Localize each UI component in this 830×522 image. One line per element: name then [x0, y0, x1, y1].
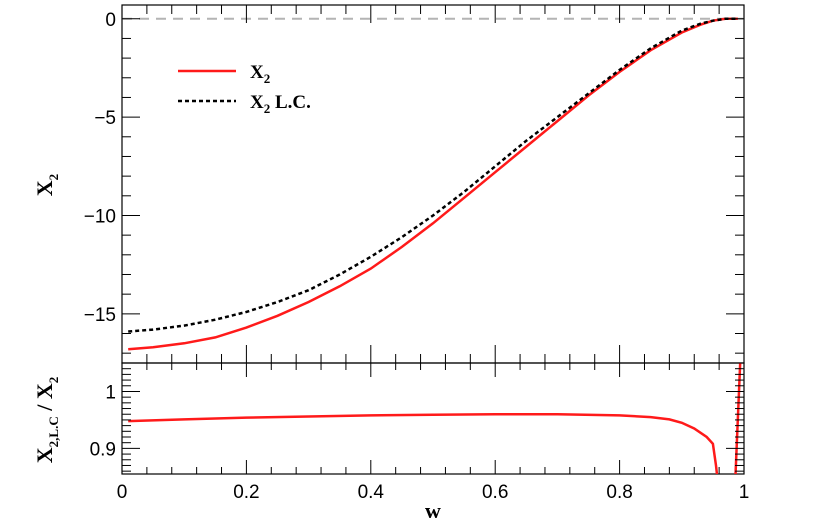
top-y-tick-label: −15: [84, 305, 116, 326]
x-tick-label: 0: [117, 482, 128, 503]
bottom-y-tick-label: 1: [105, 382, 116, 403]
bottom-plot-frame: [121, 362, 745, 475]
x-axis-label: w: [425, 498, 441, 522]
ratio-series-line: [128, 412, 719, 474]
x2-series-line: [128, 17, 738, 351]
top-y-axis-label: X2: [32, 174, 61, 196]
top-plot-frame: [121, 4, 745, 364]
top-x-ticks: [121, 5, 745, 363]
x-tick-label: 0.8: [606, 482, 632, 503]
top-y-tick-label: −10: [84, 206, 116, 227]
top-y-ticks: 0 −5 −10 −15: [84, 10, 744, 354]
bottom-y-tick-label: 0.9: [90, 439, 116, 460]
bottom-y-ticks: 0.91: [90, 362, 744, 472]
top-y-tick-label: 0: [105, 10, 116, 31]
x-tick-label: 0.6: [482, 482, 508, 503]
bottom-x-ticks: 0 0.2 0.4 0.6 0.8 1: [117, 363, 750, 503]
bottom-panel: 0.91 0 0.2 0.4 0.6 0.8 1 X2,L.C / X2 w: [32, 362, 750, 522]
legend: X2 X2 L.C.: [178, 62, 311, 116]
x-tick-label: 0.4: [358, 482, 385, 503]
top-panel: 0 −5 −10 −15 X2 X2 X2 L.C.: [32, 4, 745, 364]
bottom-y-axis-label: X2,L.C / X2: [32, 377, 61, 463]
x-tick-label: 1: [739, 482, 750, 503]
legend-label-x2: X2: [250, 62, 270, 86]
top-y-tick-label: −5: [94, 108, 116, 129]
x-tick-label: 0.2: [233, 482, 259, 503]
x2-lc-series-line: [128, 17, 738, 333]
legend-label-x2-lc: X2 L.C.: [250, 92, 311, 116]
